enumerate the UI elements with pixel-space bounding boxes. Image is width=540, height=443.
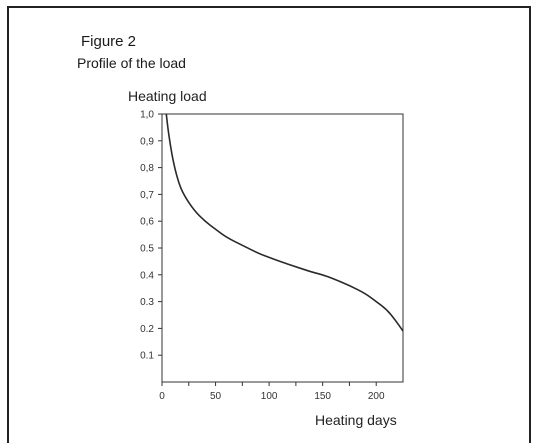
plot-area-border — [161, 113, 404, 383]
x-axis-label: Heating days — [315, 412, 397, 428]
y-tick-label: 0.1 — [140, 351, 154, 362]
x-tick-label: 150 — [314, 391, 331, 402]
y-tick-label: 0,9 — [140, 136, 154, 147]
y-tick-label: 0,8 — [140, 163, 154, 174]
figure-frame — [7, 6, 531, 443]
figure-subtitle: Profile of the load — [77, 55, 186, 71]
y-tick-label: 0.4 — [140, 270, 154, 281]
load-profile-line — [165, 113, 404, 332]
x-tick-label: 0 — [159, 391, 165, 402]
y-tick-label: 0.3 — [140, 297, 154, 308]
figure-title: Figure 2 — [81, 33, 137, 50]
y-axis-ticks: 0.1 0.2 0.3 0.4 0.5 0,6 0,7 0,8 0,9 1,0 — [140, 110, 162, 362]
y-tick-label: 0.2 — [140, 324, 154, 335]
y-tick-label: 0,7 — [140, 190, 154, 201]
x-tick-label: 100 — [261, 391, 278, 402]
x-tick-label: 50 — [210, 391, 222, 402]
y-tick-label: 1,0 — [140, 110, 154, 121]
x-axis-ticks: 0 50 100 150 200 — [159, 382, 385, 402]
y-axis-label: Heating load — [128, 88, 207, 104]
x-tick-label: 200 — [368, 391, 385, 402]
y-tick-label: 0,6 — [140, 217, 154, 228]
y-tick-label: 0.5 — [140, 244, 154, 255]
